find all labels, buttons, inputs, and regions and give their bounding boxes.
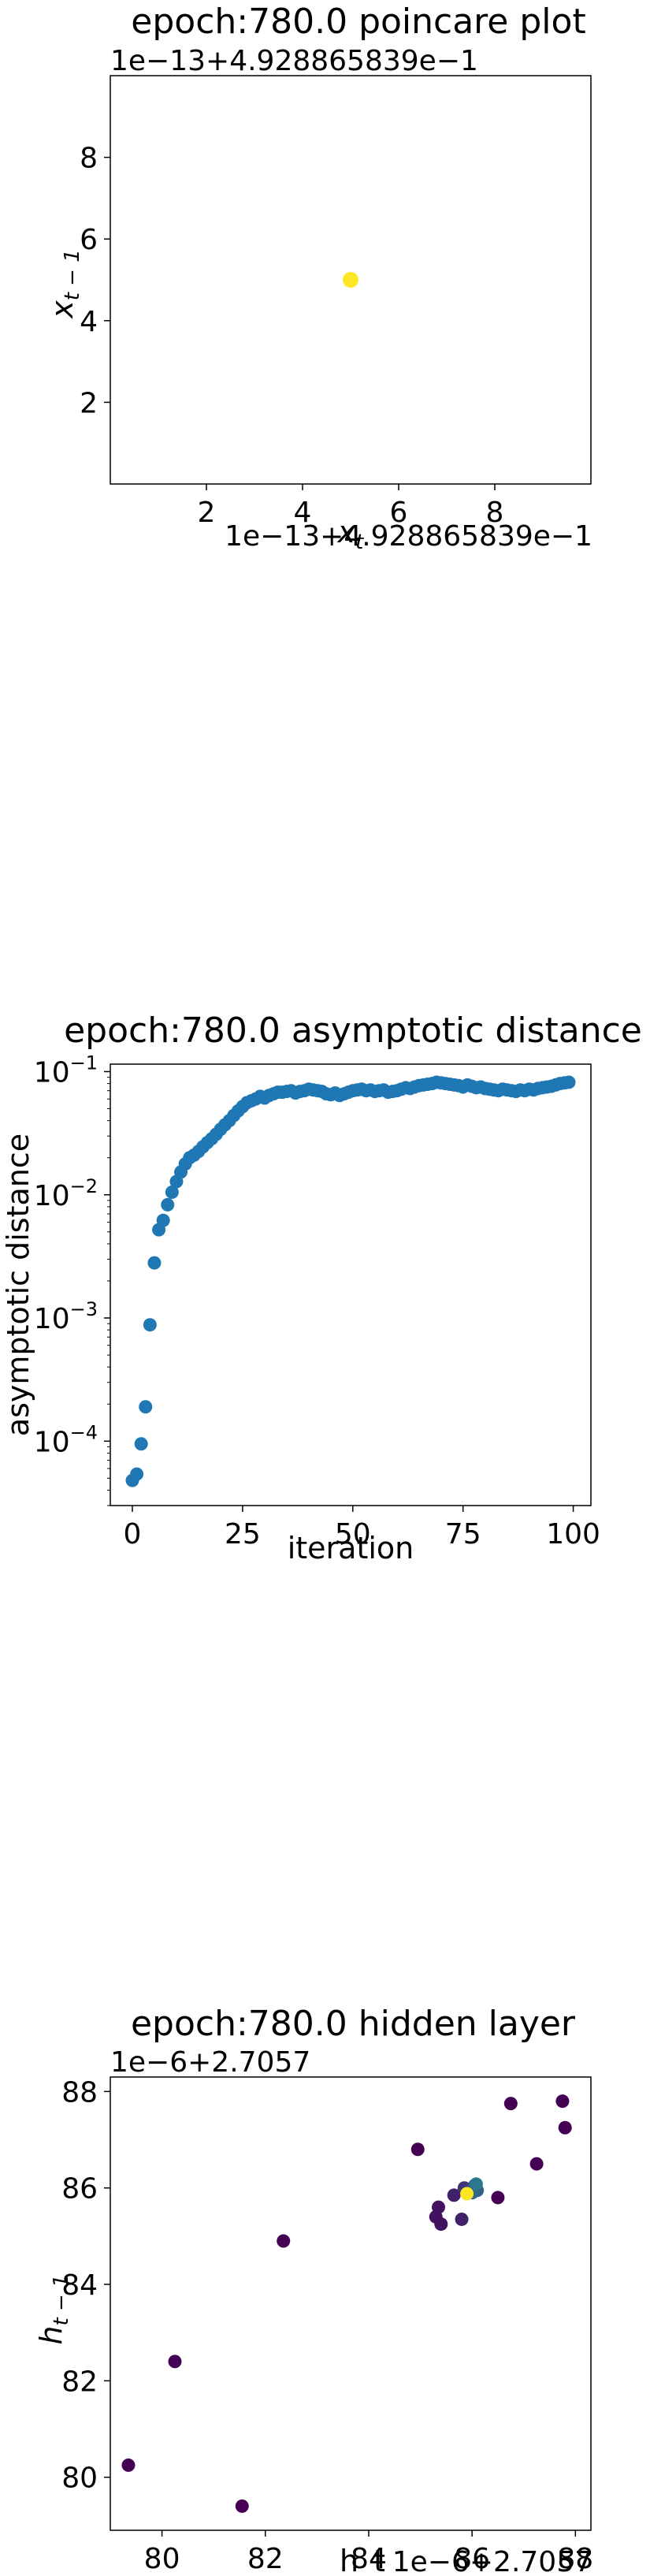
x-offset-label: 1e−13+4.928865839e−1 [225, 520, 592, 553]
y-axis-label: ht − 1 [34, 2274, 73, 2344]
data-point [156, 1213, 170, 1227]
x-tick-label: 50 [335, 1518, 371, 1550]
x-tick-label: 84 [351, 2543, 387, 2575]
x-tick-label: 75 [445, 1518, 481, 1550]
y-offset-label: 1e−6+2.7057 [110, 2046, 310, 2079]
poincare-plot-chart: epoch:780.0 poincare plot 1e−13+4.928865… [45, 2, 592, 554]
y-tick-label: 10−1 [34, 1052, 98, 1089]
y-tick-label: 10−2 [34, 1175, 98, 1212]
x-tick-label: 2 [198, 497, 216, 529]
x-tick-label: 100 [546, 1518, 600, 1550]
data-point [147, 1256, 162, 1270]
x-tick-label: 8 [486, 497, 504, 529]
data-point [121, 2458, 136, 2472]
y-tick-label: 86 [61, 2173, 98, 2206]
data-point [460, 2187, 474, 2201]
data-point [165, 1185, 179, 1199]
data-point [161, 1197, 175, 1212]
chart-title: epoch:780.0 poincare plot [131, 2, 585, 42]
chart-title: epoch:780.0 hidden layer [131, 2004, 576, 2044]
y-tick-label: 88 [61, 2076, 98, 2109]
plot-area [110, 75, 592, 485]
data-point [139, 1400, 153, 1414]
data-point [432, 2200, 446, 2214]
y-tick-label: 82 [61, 2366, 98, 2398]
data-point [410, 2142, 425, 2157]
data-point [529, 2157, 544, 2171]
y-tick-label: 8 [80, 143, 98, 175]
data-point [235, 2499, 249, 2513]
plot-area [110, 2076, 592, 2531]
x-tick-label: 25 [225, 1518, 261, 1550]
y-tick-label: 6 [80, 224, 98, 256]
data-point [455, 2212, 469, 2226]
hidden-layer-chart: epoch:780.0 hidden layer 1e−6+2.7057 80 8… [34, 2004, 593, 2576]
y-tick-label: 84 [61, 2269, 98, 2302]
plot-area [110, 1063, 592, 1506]
y-tick-label: 10−4 [34, 1421, 98, 1458]
data-point [343, 272, 358, 288]
y-axis-label: xt − 1 [45, 249, 84, 319]
x-offset-label: 1e−6+2.7057 [392, 2546, 592, 2576]
data-point [143, 1318, 157, 1332]
x-axis-label: h_t [340, 2544, 385, 2576]
y-tick-label: 4 [80, 306, 98, 338]
data-point [277, 2234, 291, 2248]
data-point [434, 2217, 448, 2232]
data-point [503, 2097, 518, 2111]
data-point [558, 2120, 572, 2135]
y-tick-label: 80 [61, 2462, 98, 2495]
x-tick-label: 6 [390, 497, 408, 529]
x-axis-label: iteration [288, 1531, 414, 1561]
x-tick-label: 82 [247, 2543, 284, 2575]
x-tick-label: 86 [454, 2543, 490, 2575]
data-point [134, 1437, 148, 1451]
x-tick-label: 88 [557, 2543, 593, 2575]
data-point [562, 1075, 576, 1089]
chart-title: epoch:780.0 asymptotic distance [64, 1011, 642, 1051]
data-point [555, 2094, 570, 2109]
y-axis-label: asymptotic distance [1, 1134, 35, 1436]
y-tick-label: 10−3 [34, 1298, 98, 1335]
asymptotic-distance-chart: epoch:780.0 asymptotic distance 0 25 50 75 1… [1, 1011, 642, 1561]
data-point [447, 2188, 461, 2202]
data-point [469, 2177, 483, 2191]
x-tick-label: 0 [124, 1518, 142, 1550]
data-point [130, 1467, 144, 1481]
x-tick-label: 80 [144, 2543, 180, 2575]
y-offset-label: 1e−13+4.928865839e−1 [110, 45, 478, 77]
data-point [491, 2191, 505, 2205]
data-point [168, 2355, 182, 2369]
x-tick-label: 4 [294, 497, 312, 529]
y-tick-label: 2 [80, 387, 98, 419]
